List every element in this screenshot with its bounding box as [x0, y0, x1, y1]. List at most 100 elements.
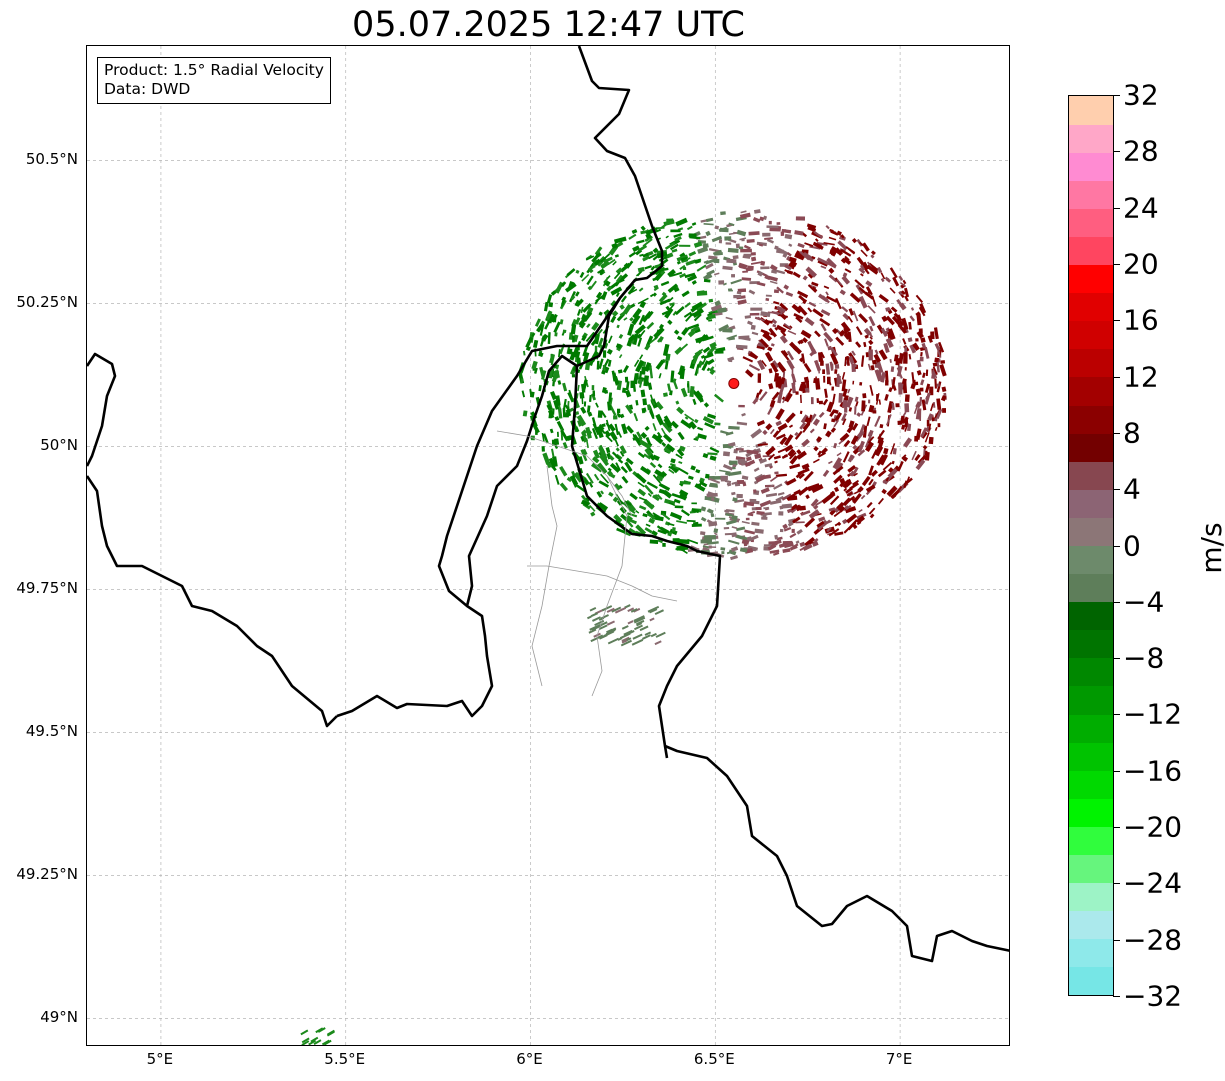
- echo-cell: [601, 411, 607, 418]
- echo-cell: [765, 446, 776, 457]
- echo-cell: [932, 362, 938, 367]
- echo-cell: [784, 233, 793, 240]
- echo-cell: [702, 415, 714, 425]
- echo-cell: [825, 224, 830, 230]
- border-line-2: [87, 475, 338, 728]
- echo-cell: [803, 362, 812, 373]
- echo-cell: [851, 238, 858, 244]
- echo-cell: [723, 444, 732, 449]
- echo-cell: [787, 263, 795, 270]
- echo-cell: [785, 291, 794, 297]
- echo-cell: [813, 504, 819, 510]
- echo-cell: [583, 401, 587, 407]
- radar-site-dot[interactable]: [728, 377, 740, 389]
- echo-cell: [936, 383, 940, 387]
- echo-cell: [802, 252, 815, 262]
- echo-cell: [743, 503, 747, 508]
- echo-cell: [904, 403, 910, 413]
- echo-cell: [817, 257, 829, 265]
- echo-cell: [593, 333, 600, 345]
- echo-cell: [874, 349, 879, 355]
- echo-cell: [720, 211, 726, 216]
- echo-cell: [719, 469, 731, 474]
- echo-cell: [927, 335, 933, 343]
- echo-cell: [636, 431, 643, 440]
- echo-cell: [829, 361, 834, 371]
- colorbar-tick-label: −20: [1123, 810, 1183, 844]
- echo-cell: [788, 424, 794, 428]
- echo-cell: [776, 222, 781, 225]
- echo-cell: [846, 355, 850, 366]
- echo-cell: [652, 254, 659, 261]
- echo-cell: [877, 469, 887, 478]
- echo-cell: [757, 454, 761, 458]
- echo-cell: [606, 607, 615, 613]
- echo-cell: [800, 414, 809, 424]
- echo-cell: [749, 351, 759, 360]
- echo-cell: [605, 447, 611, 454]
- echo-cell: [619, 450, 625, 457]
- echo-cell: [828, 267, 835, 274]
- echo-cell: [753, 209, 761, 214]
- echo-cell: [571, 470, 577, 478]
- echo-cell: [728, 425, 740, 430]
- echo-cell: [642, 513, 648, 518]
- echo-cell: [746, 238, 755, 243]
- echo-cell: [669, 304, 675, 310]
- echo-cell: [829, 495, 840, 506]
- echo-cell: [818, 516, 826, 522]
- echo-cell: [628, 233, 637, 240]
- echo-cell: [597, 410, 603, 418]
- echo-cell: [816, 519, 828, 531]
- echo-cell: [914, 454, 921, 462]
- echo-cell: [687, 538, 699, 545]
- echo-cell: [852, 380, 855, 385]
- echo-cell: [580, 406, 587, 414]
- echo-cell: [730, 555, 738, 561]
- echo-cell: [900, 282, 906, 288]
- echo-cell: [678, 539, 690, 545]
- echo-cell: [617, 413, 622, 418]
- echo-cell: [613, 272, 621, 280]
- echo-cell: [667, 383, 672, 392]
- echo-cell: [313, 1039, 322, 1045]
- echo-cell: [792, 516, 801, 524]
- echo-cell: [679, 272, 687, 279]
- echo-cell: [843, 527, 851, 534]
- echo-cell: [584, 477, 588, 482]
- echo-cell: [729, 460, 738, 466]
- echo-cell: [868, 429, 874, 437]
- echo-cell: [594, 246, 603, 256]
- echo-cell: [684, 416, 689, 420]
- echo-cell: [844, 255, 850, 261]
- echo-cell: [663, 446, 672, 454]
- echo-cell: [904, 295, 909, 302]
- echo-cell: [764, 474, 772, 479]
- colorbar-segment: [1069, 348, 1113, 378]
- echo-cell: [663, 433, 673, 443]
- echo-cell: [769, 464, 774, 469]
- echo-cell: [829, 347, 838, 357]
- echo-cell: [612, 372, 617, 382]
- echo-cell: [816, 241, 828, 246]
- echo-cell: [615, 274, 623, 283]
- echo-cell: [600, 490, 605, 495]
- echo-cell: [706, 541, 719, 545]
- echo-cell: [606, 470, 613, 477]
- echo-cell: [611, 606, 622, 613]
- radar-map[interactable]: [86, 45, 1010, 1046]
- echo-cell: [799, 541, 806, 548]
- echo-cell: [587, 615, 592, 620]
- echo-cell: [593, 473, 600, 481]
- colorbar-segment: [1069, 657, 1113, 687]
- echo-cell: [853, 472, 858, 477]
- echo-cell: [662, 543, 666, 547]
- echo-cell: [735, 534, 748, 541]
- echo-cell: [921, 372, 926, 379]
- echo-cell: [825, 291, 829, 296]
- echo-cell: [836, 279, 843, 286]
- echo-cell: [590, 635, 601, 643]
- echo-cell: [774, 311, 780, 316]
- echo-cell: [925, 369, 929, 377]
- echo-cell: [640, 229, 651, 235]
